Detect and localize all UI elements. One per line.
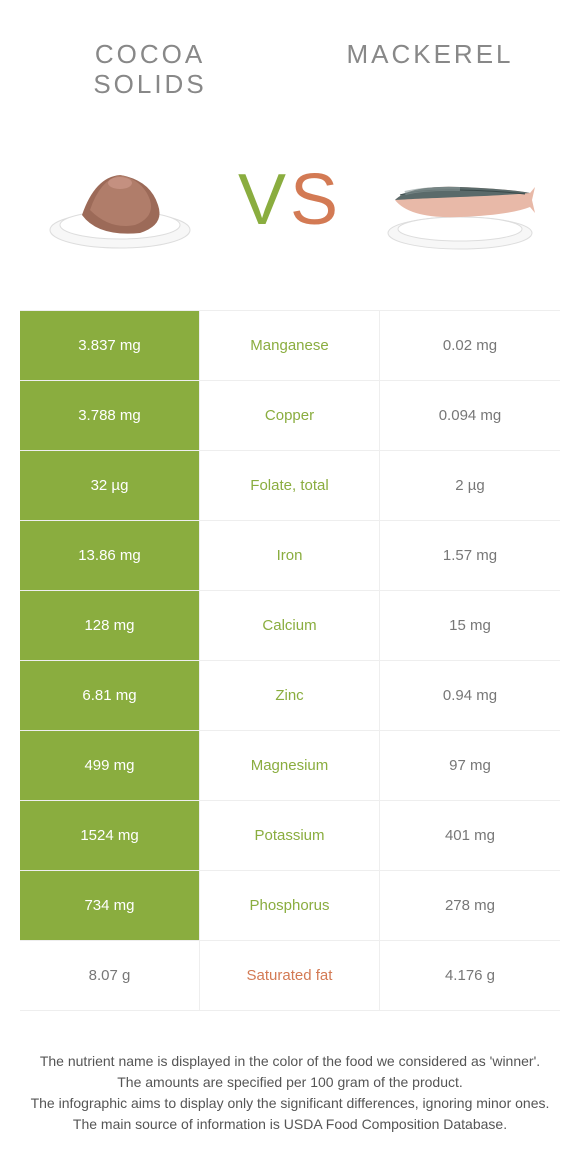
value-left: 32 µg: [20, 451, 200, 520]
value-left: 499 mg: [20, 731, 200, 800]
nutrient-label: Calcium: [200, 591, 380, 660]
nutrient-label: Phosphorus: [200, 871, 380, 940]
value-right: 2 µg: [380, 451, 560, 520]
nutrient-label: Iron: [200, 521, 380, 590]
table-row: 13.86 mgIron1.57 mg: [20, 521, 560, 591]
value-right: 97 mg: [380, 731, 560, 800]
value-left: 13.86 mg: [20, 521, 200, 590]
nutrient-label: Folate, total: [200, 451, 380, 520]
table-row: 3.788 mgCopper0.094 mg: [20, 381, 560, 451]
footer-line: The main source of information is USDA F…: [30, 1114, 550, 1135]
nutrient-label: Manganese: [200, 311, 380, 380]
value-right: 0.094 mg: [380, 381, 560, 450]
vs-label: VS: [238, 159, 342, 241]
value-right: 15 mg: [380, 591, 560, 660]
cocoa-image: [40, 145, 200, 255]
table-row: 1524 mgPotassium401 mg: [20, 801, 560, 871]
vs-v: V: [238, 160, 290, 240]
nutrient-label: Zinc: [200, 661, 380, 730]
nutrient-label: Potassium: [200, 801, 380, 870]
nutrient-label: Copper: [200, 381, 380, 450]
footer-notes: The nutrient name is displayed in the co…: [0, 1011, 580, 1135]
value-right: 401 mg: [380, 801, 560, 870]
value-right: 4.176 g: [380, 941, 560, 1010]
table-row: 128 mgCalcium15 mg: [20, 591, 560, 661]
table-row: 8.07 gSaturated fat4.176 g: [20, 941, 560, 1011]
title-left: COCOA SOLIDS: [60, 40, 240, 100]
nutrient-table: 3.837 mgManganese0.02 mg3.788 mgCopper0.…: [20, 310, 560, 1011]
footer-line: The nutrient name is displayed in the co…: [30, 1051, 550, 1072]
value-left: 6.81 mg: [20, 661, 200, 730]
table-row: 3.837 mgManganese0.02 mg: [20, 311, 560, 381]
table-row: 6.81 mgZinc0.94 mg: [20, 661, 560, 731]
footer-line: The infographic aims to display only the…: [30, 1093, 550, 1114]
value-left: 3.788 mg: [20, 381, 200, 450]
value-right: 0.02 mg: [380, 311, 560, 380]
table-row: 734 mgPhosphorus278 mg: [20, 871, 560, 941]
title-right: MACKEREL: [340, 40, 520, 100]
vs-s: S: [290, 160, 342, 240]
value-right: 0.94 mg: [380, 661, 560, 730]
value-left: 8.07 g: [20, 941, 200, 1010]
value-left: 128 mg: [20, 591, 200, 660]
table-row: 32 µgFolate, total2 µg: [20, 451, 560, 521]
value-right: 1.57 mg: [380, 521, 560, 590]
value-right: 278 mg: [380, 871, 560, 940]
table-row: 499 mgMagnesium97 mg: [20, 731, 560, 801]
nutrient-label: Magnesium: [200, 731, 380, 800]
value-left: 1524 mg: [20, 801, 200, 870]
nutrient-label: Saturated fat: [200, 941, 380, 1010]
value-left: 3.837 mg: [20, 311, 200, 380]
footer-line: The amounts are specified per 100 gram o…: [30, 1072, 550, 1093]
value-left: 734 mg: [20, 871, 200, 940]
hero-row: VS: [0, 120, 580, 310]
mackerel-image: [380, 145, 540, 255]
header: COCOA SOLIDS MACKEREL: [0, 0, 580, 120]
